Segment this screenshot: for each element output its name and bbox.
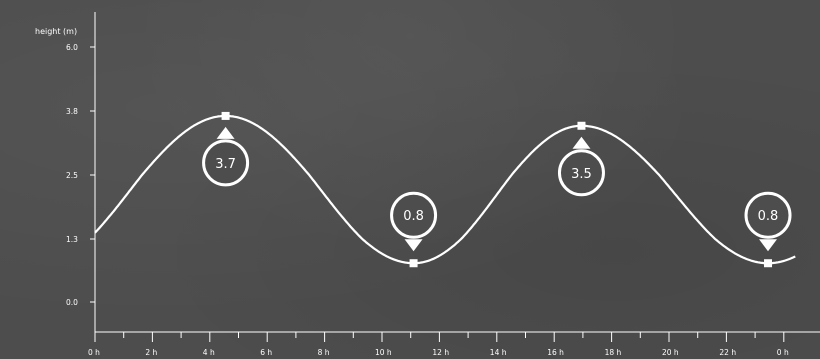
tide-curve (94, 114, 796, 265)
callout-pointer (404, 239, 423, 252)
high-tide-marker (577, 121, 586, 130)
callout-value-label: 3.7 (215, 157, 236, 172)
x-tick-label: 2 h (145, 348, 157, 357)
x-tick-label: 0 h (88, 348, 100, 357)
tide-callout: 0.8 (390, 191, 438, 252)
extremes-markers: 3.7 0.8 3.5 0.8 (202, 111, 792, 268)
callout-value-label: 0.8 (403, 209, 424, 224)
x-tick-label: 20 h (662, 348, 679, 357)
y-tick-label: 0.0 (66, 298, 78, 307)
low-tide-marker (409, 259, 418, 268)
y-axis-title: height (m) (35, 27, 77, 36)
callout-value-label: 0.8 (758, 209, 779, 224)
tide-callout: 3.5 (557, 136, 605, 197)
x-tick-label: 6 h (260, 348, 272, 357)
x-tick-label: 16 h (547, 348, 564, 357)
low-tide-marker (764, 259, 773, 268)
x-tick-label: 10 h (375, 348, 392, 357)
x-ticks: 0 h 2 h 4 h 6 h 8 h 10 h 12 h 14 h 16 h 18 h 20 h 2… (88, 332, 789, 357)
callout-pointer (572, 136, 591, 149)
y-tick-label: 6.0 (66, 43, 78, 52)
callout-bubble (557, 149, 605, 197)
callout-bubble (744, 191, 792, 239)
y-tick-label: 3.8 (66, 107, 78, 116)
y-ticks: 0.0 1.3 2.5 3.8 6.0 (66, 43, 95, 307)
high-tide-marker (221, 111, 230, 120)
x-tick-label: 8 h (318, 348, 330, 357)
chart-axes: height (m) (35, 12, 820, 333)
x-tick-label: 14 h (490, 348, 507, 357)
callout-bubble (390, 191, 438, 239)
callout-pointer (759, 239, 778, 252)
y-tick-label: 1.3 (66, 235, 78, 244)
callout-bubble (202, 139, 250, 187)
x-tick-label: 18 h (605, 348, 622, 357)
tide-callout: 3.7 (202, 126, 250, 187)
x-tick-label: 22 h (719, 348, 736, 357)
x-tick-label: 0 h (777, 348, 789, 357)
tide-callout: 0.8 (744, 191, 792, 252)
y-tick-label: 2.5 (66, 171, 78, 180)
callout-pointer (216, 126, 235, 139)
x-tick-label: 4 h (203, 348, 215, 357)
callout-value-label: 3.5 (571, 167, 592, 182)
x-tick-label: 12 h (432, 348, 449, 357)
